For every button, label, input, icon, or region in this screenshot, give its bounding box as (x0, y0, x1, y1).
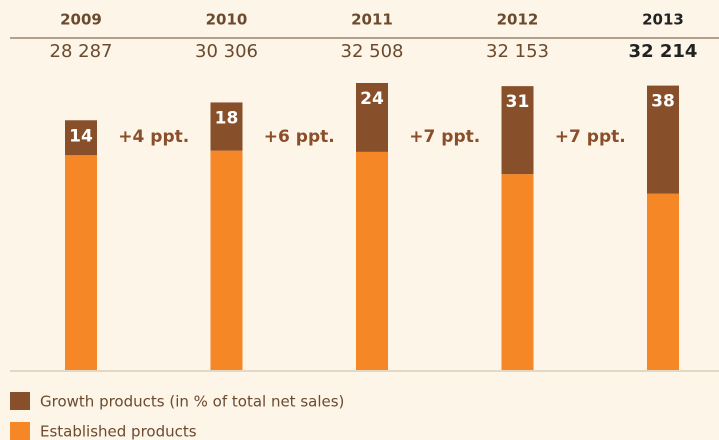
data-label: 14 (69, 126, 93, 146)
data-label: 31 (506, 92, 530, 112)
bar-segment (356, 151, 388, 370)
legend-label: Established products (40, 423, 197, 440)
year-label: 2013 (642, 11, 684, 29)
annotation: +7 ppt. (409, 127, 480, 147)
sales-label: 32 153 (486, 41, 549, 62)
bar-segment (647, 193, 679, 370)
bar-segment (501, 174, 534, 370)
data-label: 18 (215, 108, 239, 128)
bar-segment (65, 155, 97, 370)
data-label: 24 (360, 89, 384, 109)
annotation: +6 ppt. (264, 127, 335, 147)
sales-label: 32 508 (341, 41, 404, 62)
sales-label: 28 287 (50, 41, 113, 62)
year-label: 2012 (497, 11, 539, 29)
year-label: 2011 (351, 11, 393, 29)
annotation: +7 ppt. (555, 127, 626, 147)
year-label: 2010 (206, 11, 248, 29)
bar-segment (210, 102, 243, 151)
bar-segment (210, 150, 243, 370)
bar-segment (65, 120, 97, 156)
bar-segment (356, 83, 388, 152)
sales-label: 32 214 (629, 41, 698, 62)
legend-swatch (10, 392, 30, 410)
sales-label: 30 306 (195, 41, 258, 62)
data-label: 38 (651, 92, 675, 112)
bar-segment (647, 85, 679, 194)
legend-swatch (10, 422, 30, 440)
annotation: +4 ppt. (118, 127, 189, 147)
legend-label: Growth products (in % of total net sales… (40, 393, 344, 411)
year-label: 2009 (60, 11, 102, 29)
bar-segment (501, 86, 534, 175)
